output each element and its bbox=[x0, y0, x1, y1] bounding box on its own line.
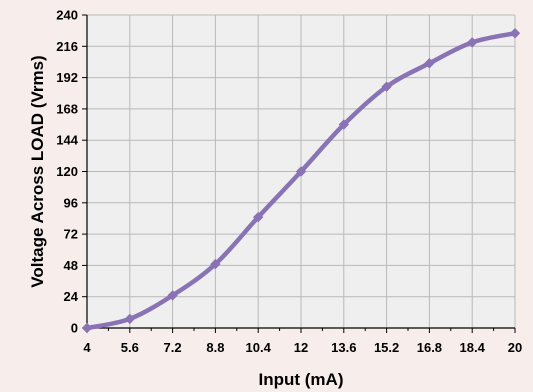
x-tick-label: 4 bbox=[83, 340, 91, 355]
data-point-marker bbox=[424, 58, 435, 69]
data-point-marker bbox=[509, 28, 521, 39]
data-point-marker bbox=[381, 81, 392, 92]
data-point-marker bbox=[210, 258, 221, 270]
y-tick-label: 24 bbox=[64, 289, 79, 304]
y-tick-label: 144 bbox=[56, 133, 78, 148]
y-tick-label: 168 bbox=[56, 101, 78, 116]
data-point-marker bbox=[124, 313, 135, 325]
x-tick-label: 16.8 bbox=[417, 340, 442, 355]
tick-labels: 0 24 48 72 96 120 144 168 192 216 240 4 5.6 7.2 8.8 10.… bbox=[56, 8, 522, 356]
y-tick-label: 120 bbox=[56, 164, 78, 179]
axes bbox=[82, 14, 516, 333]
y-tick-label: 96 bbox=[64, 195, 78, 210]
x-axis-title: Input (mA) bbox=[259, 370, 344, 389]
y-tick-label: 216 bbox=[56, 39, 78, 54]
x-tick-label: 12 bbox=[294, 340, 308, 355]
x-tick-label: 20 bbox=[508, 340, 522, 355]
y-tick-label: 72 bbox=[64, 227, 78, 242]
y-tick-label: 48 bbox=[64, 258, 78, 273]
x-tick-label: 8.8 bbox=[206, 340, 224, 355]
y-axis-title: Voltage Across LOAD (Vrms) bbox=[28, 55, 47, 287]
x-tick-label: 15.2 bbox=[374, 340, 399, 355]
y-tick-label: 192 bbox=[56, 70, 78, 85]
x-tick-label: 5.6 bbox=[121, 340, 139, 355]
y-tick-label: 0 bbox=[71, 321, 78, 336]
data-point-marker bbox=[295, 166, 307, 177]
y-tick-label: 240 bbox=[56, 8, 78, 23]
data-point-marker bbox=[81, 322, 93, 334]
x-tick-label: 18.4 bbox=[460, 340, 486, 355]
data-point-marker bbox=[338, 119, 349, 130]
data-point-marker bbox=[467, 37, 478, 48]
x-tick-label: 10.4 bbox=[246, 340, 272, 355]
x-tick-label: 7.2 bbox=[164, 340, 182, 355]
data-point-marker bbox=[253, 211, 264, 223]
data-series bbox=[81, 28, 521, 334]
x-tick-label: 13.6 bbox=[331, 340, 356, 355]
data-point-marker bbox=[167, 290, 178, 301]
